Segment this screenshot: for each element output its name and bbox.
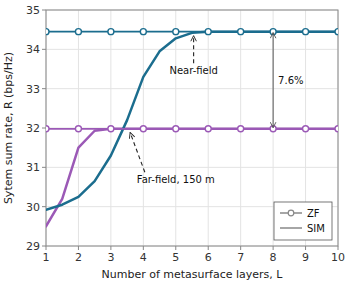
y-axis-label: Sytem sum rate, R (bps/Hz) (2, 52, 15, 204)
y-tick-label: 31 (26, 161, 40, 174)
x-tick-label: 3 (107, 251, 114, 264)
series-marker (335, 29, 338, 35)
annotation-arrow (130, 133, 145, 173)
y-tick-label: 30 (26, 201, 40, 214)
x-tick-label: 4 (140, 251, 147, 264)
series-marker (75, 126, 81, 132)
x-tick (175, 246, 176, 250)
y-tick (42, 10, 46, 11)
x-tick-label: 7 (237, 251, 244, 264)
grid-line-y (46, 49, 338, 50)
series-marker (173, 29, 179, 35)
series-marker (205, 126, 211, 132)
y-tick (42, 88, 46, 89)
x-tick (305, 246, 306, 250)
x-tick-label: 9 (302, 251, 309, 264)
x-tick-label: 8 (270, 251, 277, 264)
series-line (46, 128, 338, 130)
y-tick (42, 206, 46, 207)
grid-line-y (46, 88, 338, 89)
y-tick (42, 246, 46, 247)
plot-frame (46, 10, 338, 246)
annotations: Near-field Far-field, 150 m 7.6% (130, 33, 303, 186)
legend-swatch (280, 227, 302, 229)
x-tick (110, 246, 111, 250)
legend: ZF SIM (274, 202, 332, 240)
x-tick-label: 10 (331, 251, 345, 264)
series-marker (108, 126, 114, 132)
series-marker (303, 126, 309, 132)
legend-box (274, 202, 332, 240)
legend-label: ZF (307, 208, 320, 219)
series-marker (205, 29, 211, 35)
series-line (46, 31, 338, 33)
annotation-text: 7.6% (278, 75, 303, 86)
x-tick (208, 246, 209, 250)
x-tick-label: 5 (172, 251, 179, 264)
y-tick-label: 35 (26, 4, 40, 17)
series-marker (46, 29, 49, 35)
series-marker (140, 126, 146, 132)
x-tick-label: 1 (43, 251, 50, 264)
x-tick-label: 6 (205, 251, 212, 264)
x-tick (143, 246, 144, 250)
x-tick (240, 246, 241, 250)
series-marker (238, 29, 244, 35)
y-tick (42, 167, 46, 168)
series-marker (303, 29, 309, 35)
annotation-text: Far-field, 150 m (137, 174, 215, 185)
chart: 1234567891029303132333435Number of metas… (0, 0, 350, 284)
x-tick-label: 2 (75, 251, 82, 264)
series-marker (46, 126, 49, 132)
y-tick-label: 32 (26, 122, 40, 135)
y-tick-label: 33 (26, 83, 40, 96)
series-group (46, 29, 338, 227)
series-marker (75, 29, 81, 35)
y-tick-label: 29 (26, 240, 40, 253)
series-marker (238, 126, 244, 132)
series-marker (335, 126, 338, 132)
y-tick (42, 49, 46, 50)
annotation-text: Near-field (169, 65, 217, 76)
grid (46, 10, 338, 246)
series-marker (140, 29, 146, 35)
legend-label: SIM (307, 223, 325, 234)
y-tick (42, 128, 46, 129)
grid-line-y (46, 167, 338, 168)
series-marker (173, 126, 179, 132)
series-marker (108, 29, 114, 35)
legend-marker (288, 210, 294, 216)
series-line (46, 32, 338, 210)
annotation-arrow (193, 36, 194, 64)
x-tick (273, 246, 274, 250)
y-tick-label: 34 (26, 43, 40, 56)
x-axis-label: Number of metasurface layers, L (102, 268, 284, 281)
difference-arrow (273, 33, 274, 128)
x-tick (338, 246, 339, 250)
x-tick (46, 246, 47, 250)
ticks: 1234567891029303132333435 (26, 4, 345, 264)
x-tick (78, 246, 79, 250)
